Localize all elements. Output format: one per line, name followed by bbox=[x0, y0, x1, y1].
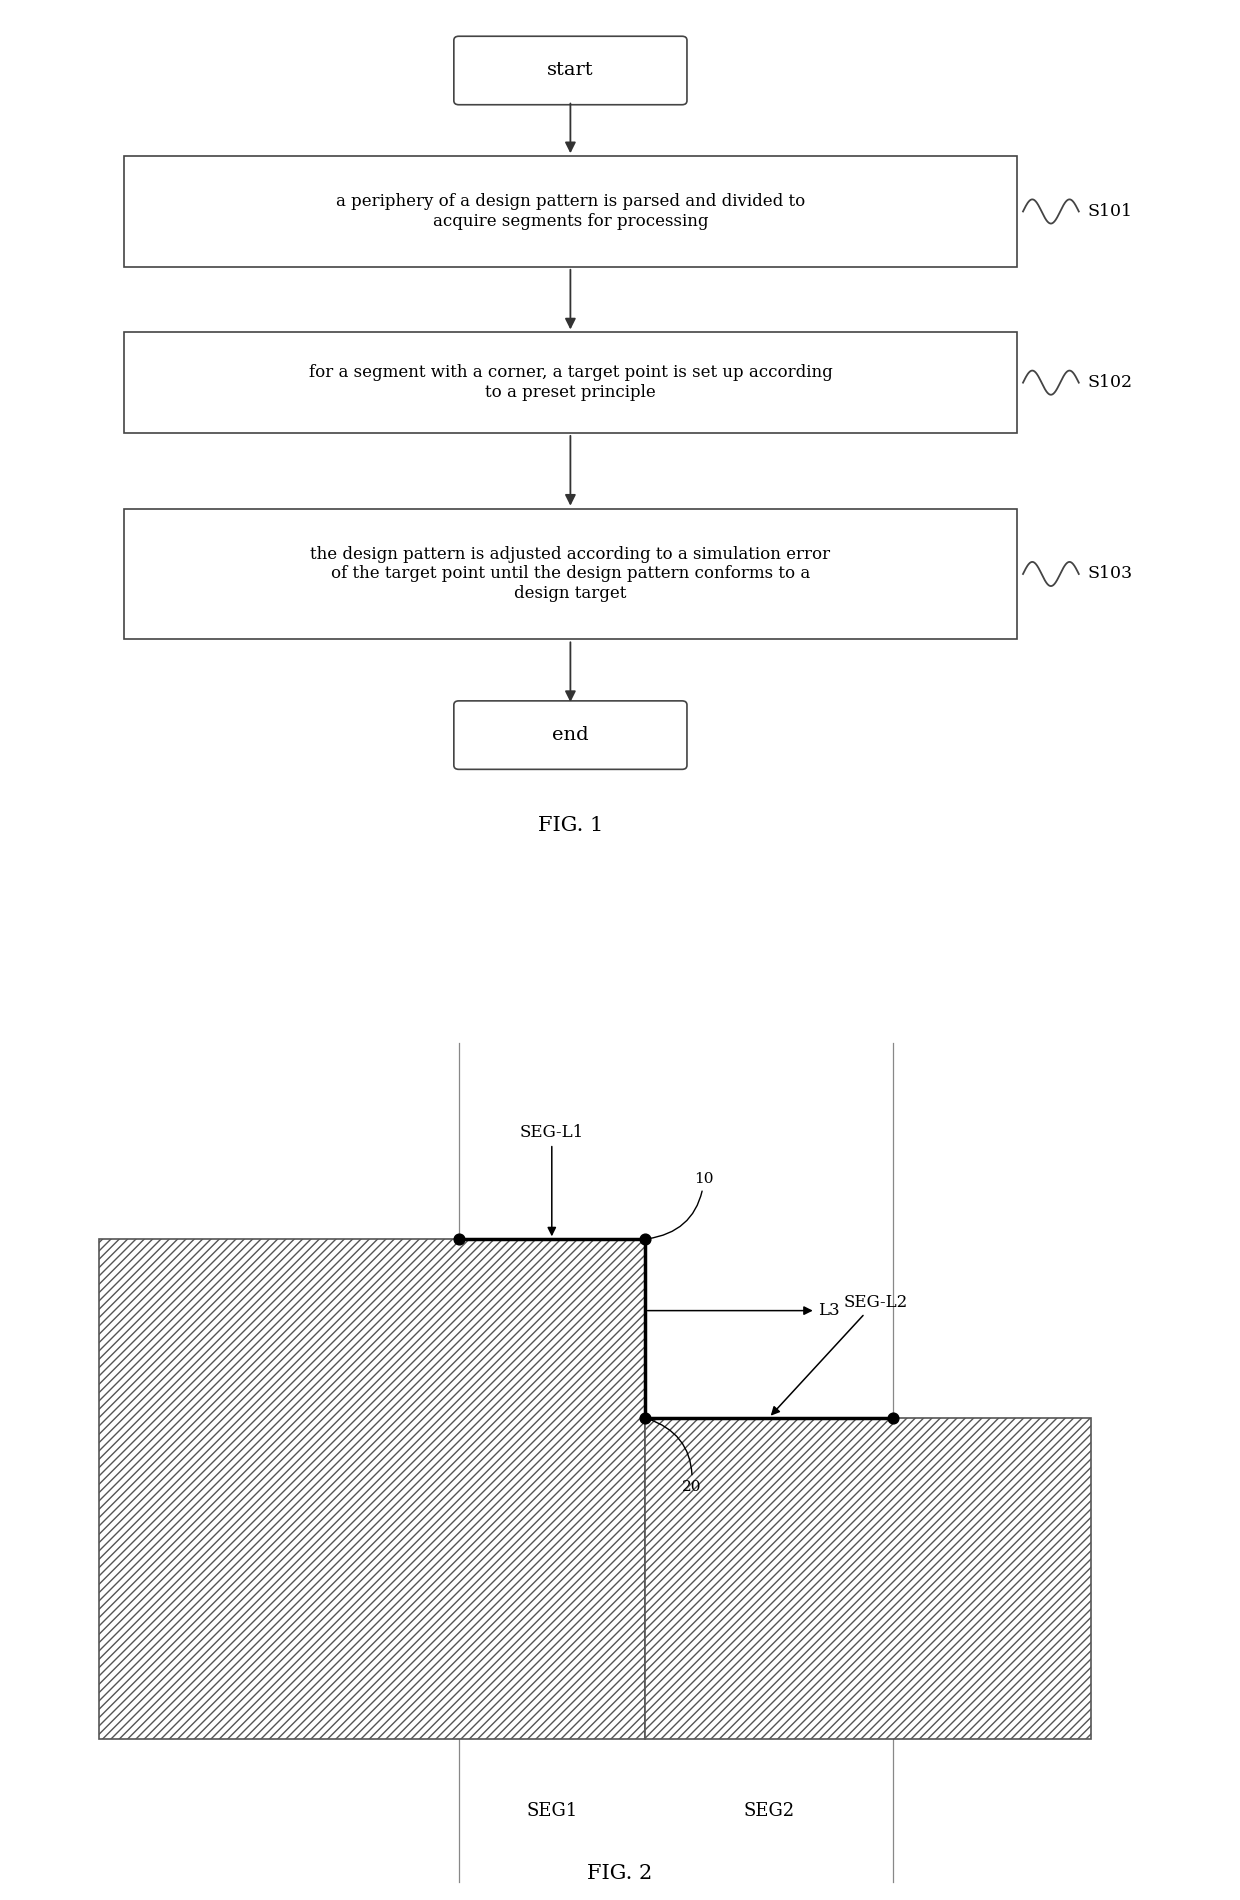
Text: 20: 20 bbox=[647, 1419, 702, 1493]
Bar bbox=[99, 1239, 645, 1738]
Text: S101: S101 bbox=[1087, 203, 1132, 220]
Text: end: end bbox=[552, 726, 589, 745]
Bar bbox=[124, 509, 1017, 640]
Text: SEG1: SEG1 bbox=[526, 1801, 578, 1820]
Text: FIG. 2: FIG. 2 bbox=[588, 1864, 652, 1883]
Text: FIG. 1: FIG. 1 bbox=[538, 817, 603, 836]
Point bbox=[449, 1224, 469, 1254]
Text: SEG-L1: SEG-L1 bbox=[520, 1125, 584, 1235]
Text: SEG-L2: SEG-L2 bbox=[771, 1294, 908, 1414]
Bar bbox=[645, 1417, 1091, 1739]
Text: for a segment with a corner, a target point is set up according
to a preset prin: for a segment with a corner, a target po… bbox=[309, 365, 832, 401]
Text: S102: S102 bbox=[1087, 374, 1132, 391]
Point bbox=[883, 1402, 903, 1433]
Text: a periphery of a design pattern is parsed and divided to
acquire segments for pr: a periphery of a design pattern is parse… bbox=[336, 194, 805, 230]
Text: the design pattern is adjusted according to a simulation error
of the target poi: the design pattern is adjusted according… bbox=[310, 545, 831, 602]
Text: 10: 10 bbox=[647, 1172, 714, 1239]
Text: SEG2: SEG2 bbox=[743, 1801, 795, 1820]
Bar bbox=[124, 332, 1017, 433]
Point bbox=[635, 1224, 655, 1254]
Text: S103: S103 bbox=[1087, 566, 1132, 583]
Text: L3: L3 bbox=[647, 1302, 839, 1319]
Text: start: start bbox=[547, 61, 594, 80]
Bar bbox=[124, 156, 1017, 266]
FancyBboxPatch shape bbox=[454, 36, 687, 104]
Point bbox=[635, 1402, 655, 1433]
FancyBboxPatch shape bbox=[454, 701, 687, 770]
